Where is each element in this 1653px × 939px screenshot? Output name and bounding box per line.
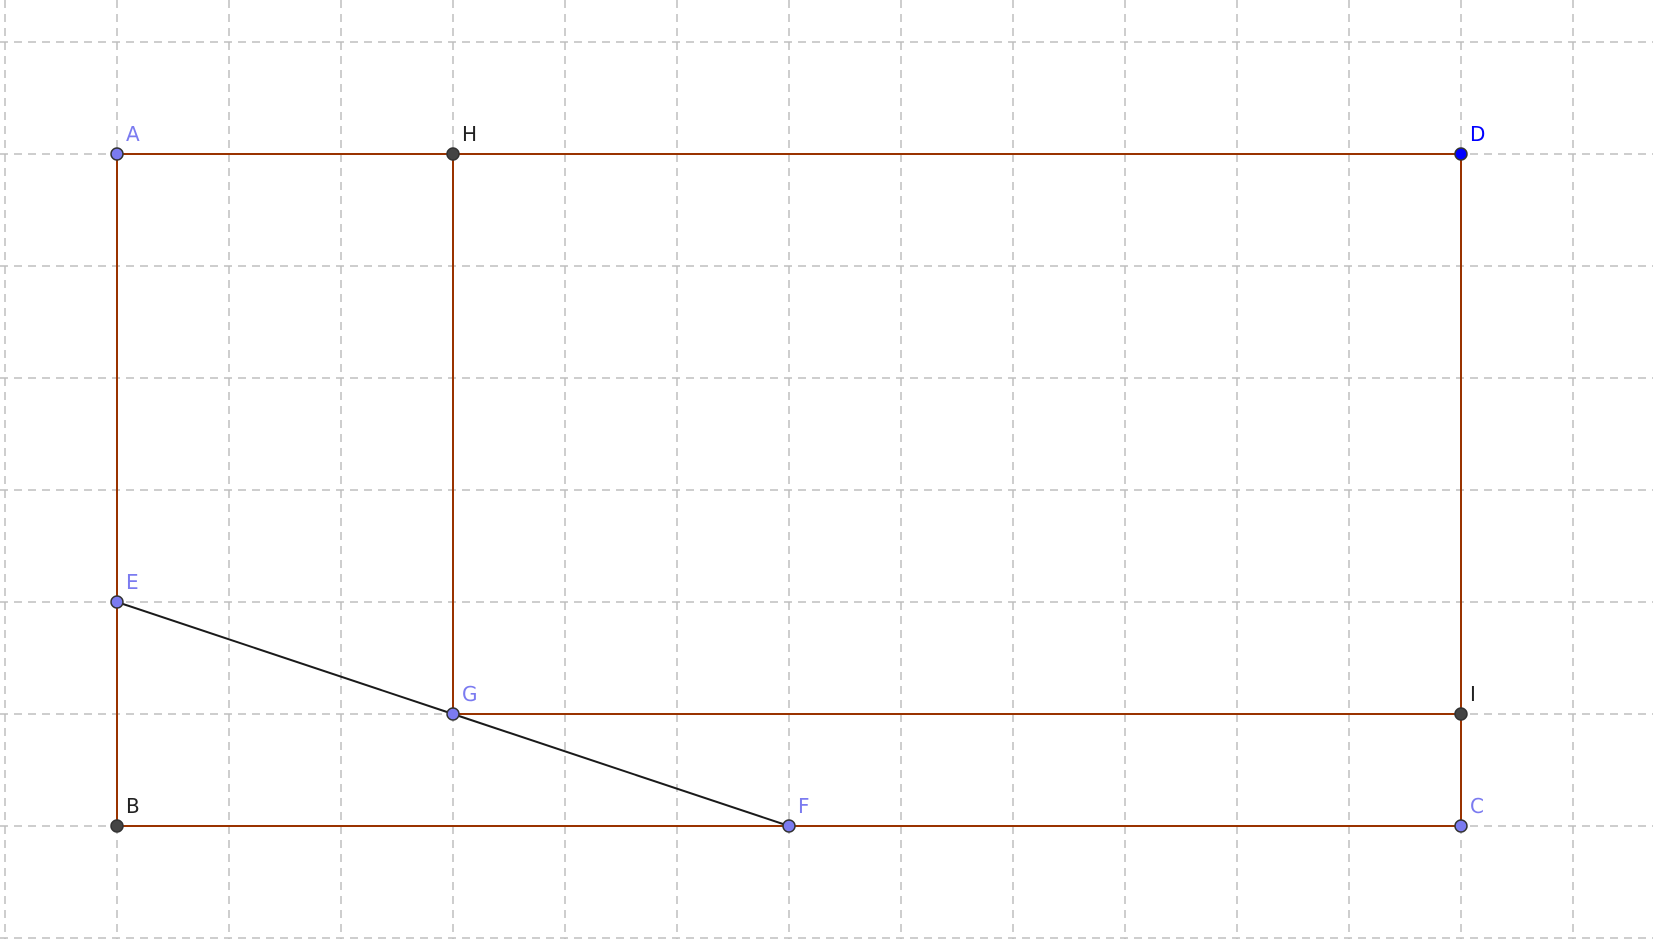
segments [116,601,790,827]
point-label-D: D [1470,122,1485,146]
point-label-A: A [126,122,140,146]
point-C[interactable] [1454,819,1468,833]
segment-GF[interactable] [452,713,790,827]
point-label-C: C [1470,794,1484,818]
points: A H D E G I B F C [110,122,1485,833]
rectangle-HGID[interactable] [452,153,1462,715]
point-label-E: E [126,570,139,594]
point-label-I: I [1470,682,1476,706]
point-I[interactable] [1454,707,1468,721]
point-label-G: G [462,682,478,706]
point-B[interactable] [110,819,124,833]
point-label-F: F [798,794,810,818]
point-D[interactable] [1454,147,1468,161]
point-label-B: B [126,794,140,818]
point-label-H: H [462,122,477,146]
point-A[interactable] [110,147,124,161]
point-H[interactable] [446,147,460,161]
point-G[interactable] [446,707,460,721]
point-F[interactable] [782,819,796,833]
segment-EG[interactable] [116,601,454,715]
point-E[interactable] [110,595,124,609]
